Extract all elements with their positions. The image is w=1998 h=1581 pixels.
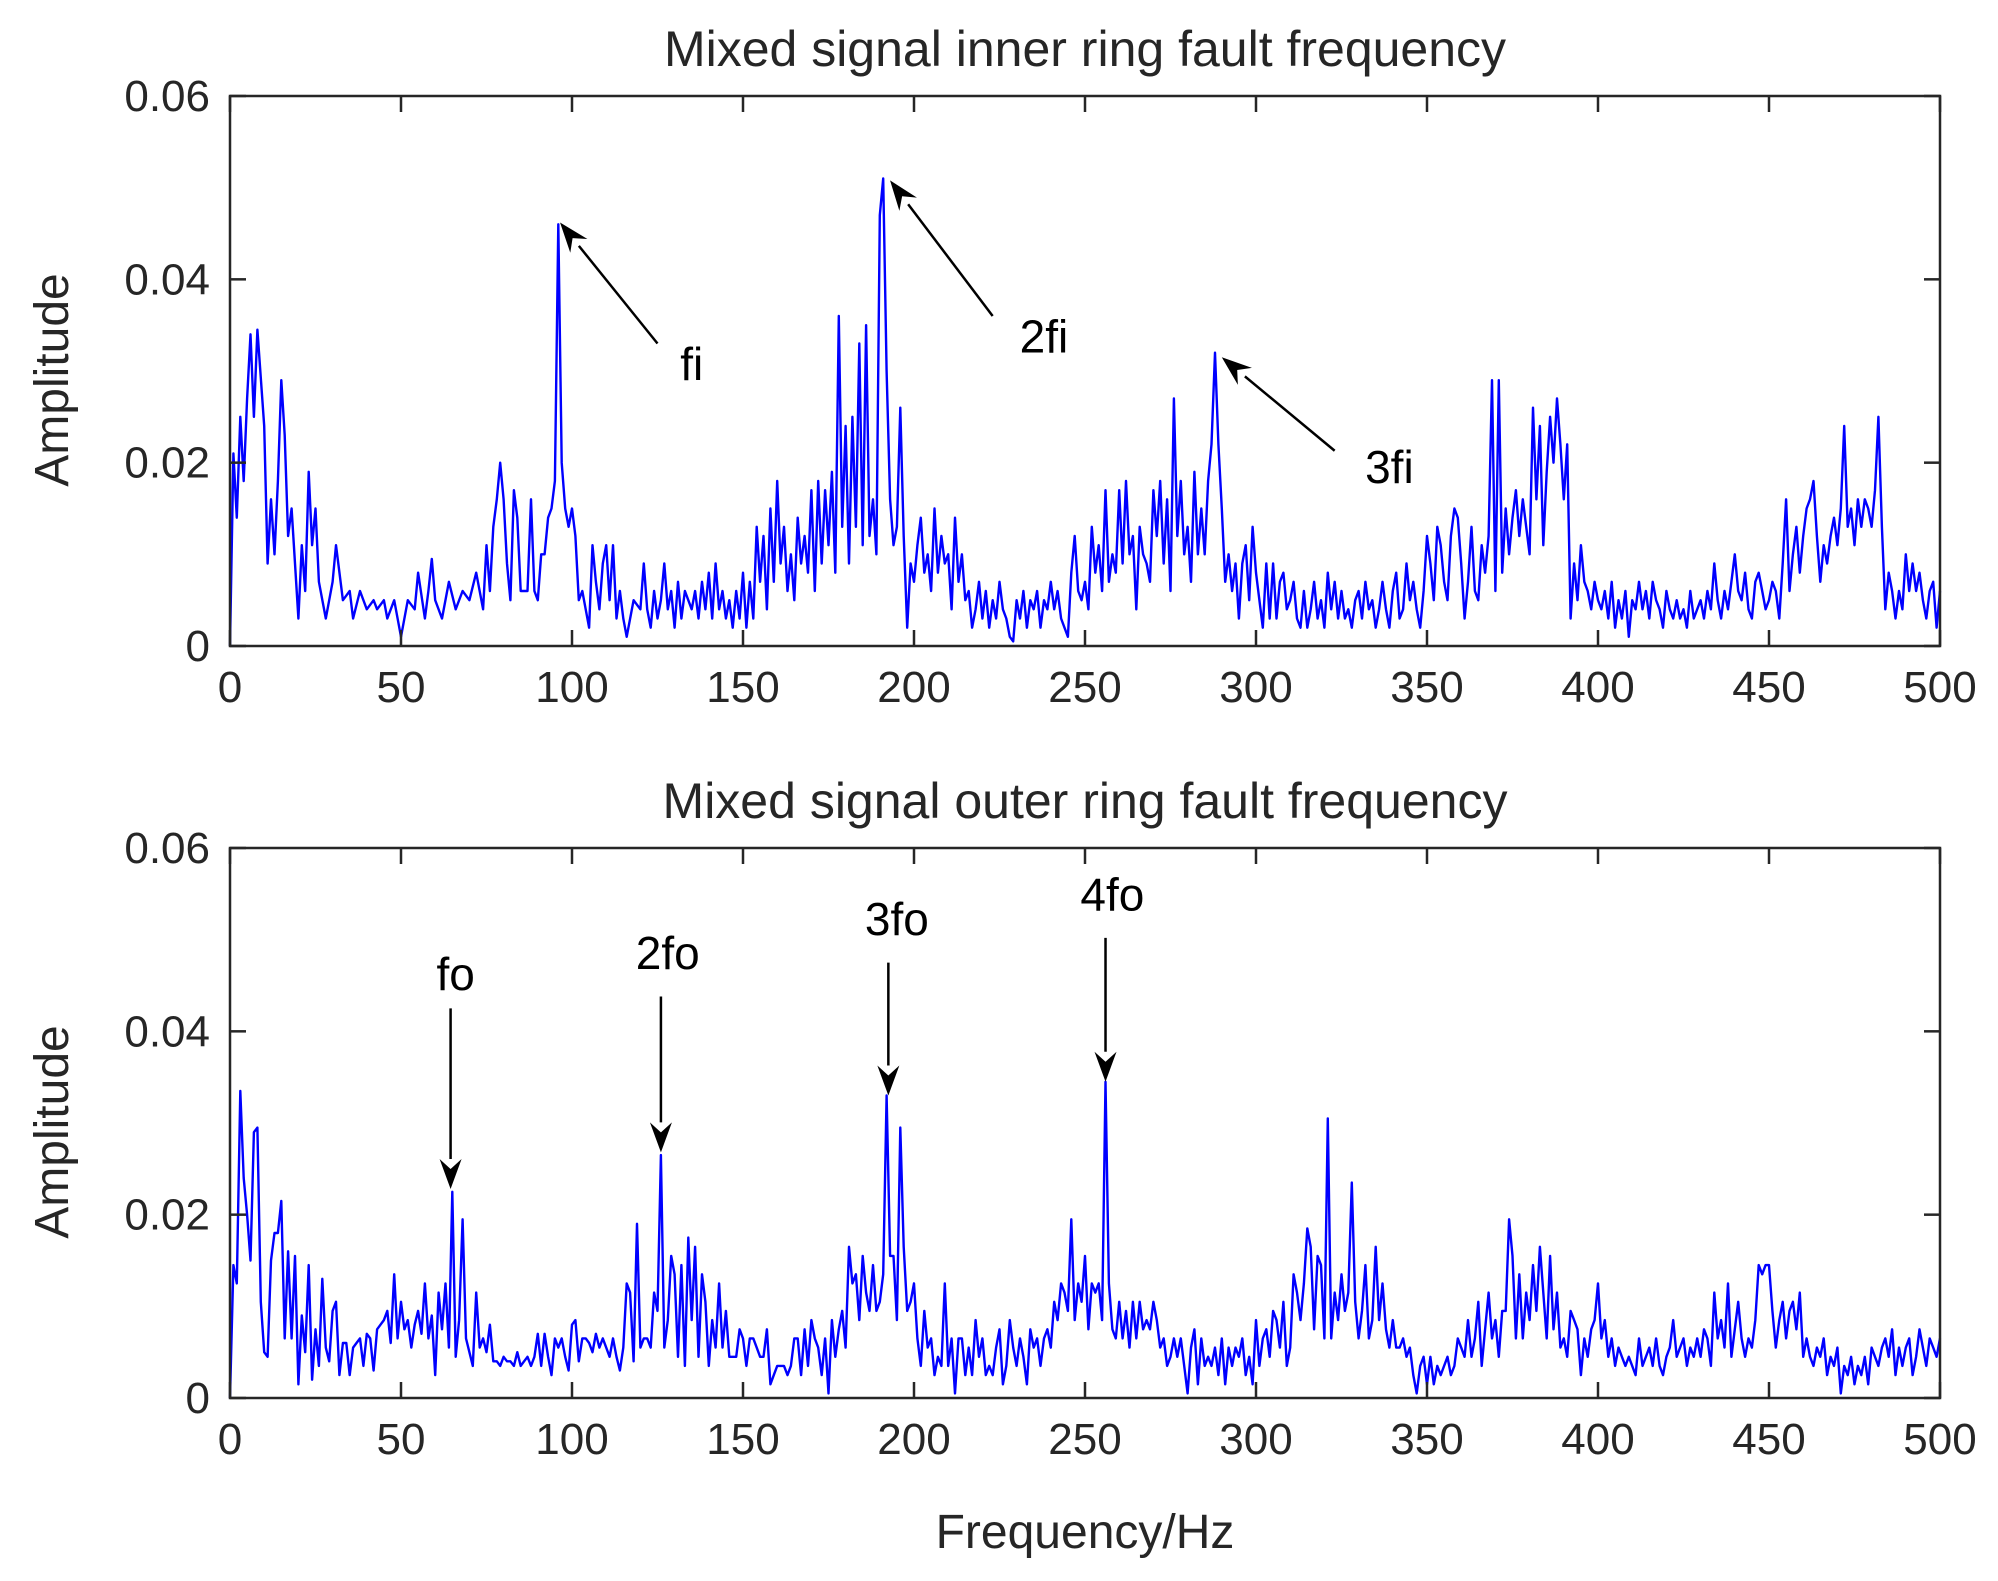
x-tick-label: 200: [877, 663, 950, 712]
x-tick-label: 250: [1048, 1415, 1121, 1464]
x-tick-label: 200: [877, 1415, 950, 1464]
x-tick-label: 150: [706, 663, 779, 712]
plot-area-frame: [228, 846, 1942, 1400]
series-line: [228, 1080, 1942, 1399]
y-axis-label: Amplitude: [26, 1025, 79, 1238]
annotation-arrowhead: [649, 1122, 672, 1153]
annotation-arrowhead: [1094, 1051, 1117, 1082]
y-tick-label: 0.02: [124, 1191, 210, 1240]
x-tick-label: 50: [377, 1415, 426, 1464]
annotation-label: 3fi: [1365, 441, 1414, 493]
y-axis-label: Amplitude: [26, 273, 79, 486]
x-tick-label: 500: [1903, 663, 1976, 712]
x-tick-label: 300: [1219, 1415, 1292, 1464]
inner-ring-spectrum-panel: Mixed signal inner ring fault frequency …: [26, 21, 1977, 712]
x-tick-label: 500: [1903, 1415, 1976, 1464]
y-tick-label: 0: [186, 622, 210, 671]
x-tick-label: 450: [1732, 1415, 1805, 1464]
x-tick-label: 350: [1390, 1415, 1463, 1464]
x-tick-label: 300: [1219, 663, 1292, 712]
y-tick-label: 0: [186, 1374, 210, 1423]
x-tick-label: 50: [377, 663, 426, 712]
x-tick-label: 0: [218, 663, 242, 712]
x-tick-label: 400: [1561, 663, 1634, 712]
annotation-label: 2fo: [636, 927, 700, 979]
annotation-arrowhead: [877, 1065, 900, 1096]
y-tick-label: 0.06: [124, 824, 210, 873]
y-tick-label: 0.02: [124, 439, 210, 488]
x-tick-label: 100: [535, 663, 608, 712]
chart-title: Mixed signal inner ring fault frequency: [664, 21, 1506, 77]
annotation-arrowhead: [439, 1159, 462, 1189]
x-tick-label: 250: [1048, 663, 1121, 712]
chart-title: Mixed signal outer ring fault frequency: [663, 773, 1508, 829]
annotation-label: 2fi: [1020, 311, 1069, 363]
annotation-arrowhead: [890, 180, 917, 211]
x-tick-label: 150: [706, 1415, 779, 1464]
annotation-label: fi: [680, 338, 703, 390]
series-line: [228, 177, 1942, 647]
x-tick-label: 400: [1561, 1415, 1634, 1464]
annotation-label: fo: [437, 948, 475, 1000]
x-tick-label: 450: [1732, 663, 1805, 712]
annotation-arrowhead: [1221, 357, 1252, 385]
annotation-label: 3fo: [865, 893, 929, 945]
x-axis-label: Frequency/Hz: [936, 1506, 1235, 1559]
annotation-label: 4fo: [1080, 868, 1144, 920]
x-tick-label: 350: [1390, 663, 1463, 712]
y-tick-label: 0.04: [124, 255, 210, 304]
annotation-arrow: [577, 245, 659, 345]
y-tick-label: 0.06: [124, 72, 210, 121]
annotation-arrow: [1244, 375, 1336, 452]
annotation-arrowhead: [560, 222, 588, 253]
y-tick-label: 0.04: [124, 1007, 210, 1056]
annotation-arrow: [907, 203, 994, 317]
x-tick-label: 100: [535, 1415, 608, 1464]
x-tick-label: 0: [218, 1415, 242, 1464]
outer-ring-spectrum-panel: Mixed signal outer ring fault frequency …: [26, 773, 1977, 1559]
